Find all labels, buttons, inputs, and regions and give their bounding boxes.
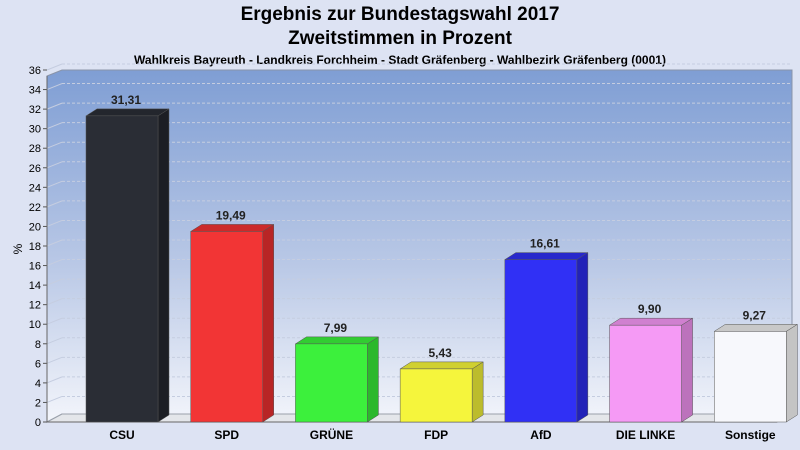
y-tick-label: 8 — [35, 339, 41, 351]
gridline-side — [46, 356, 63, 364]
bar — [85, 115, 159, 423]
gridline-side — [46, 200, 63, 208]
y-tick-label: 2 — [35, 397, 41, 409]
bar — [190, 231, 263, 423]
gridline-side — [46, 239, 63, 247]
y-tick-label: 16 — [29, 261, 41, 273]
y-tick-label: 14 — [29, 280, 41, 292]
data-label: 9,27 — [743, 308, 767, 322]
y-tick-label: 24 — [29, 182, 41, 194]
bar — [295, 343, 368, 423]
y-tick-label: 30 — [29, 124, 41, 136]
y-tick-label: 6 — [35, 358, 41, 370]
y-tick-label: 32 — [29, 104, 41, 116]
bar-side — [367, 336, 379, 423]
y-tick-label: 36 — [29, 65, 41, 77]
y-tick-label: 22 — [29, 202, 41, 214]
data-label: 16,61 — [530, 237, 560, 251]
gridline-side — [46, 180, 63, 188]
bar-top — [503, 252, 589, 260]
bar — [399, 368, 473, 423]
bar-side — [471, 361, 484, 423]
data-label: 31,31 — [111, 93, 141, 107]
data-label: 7,99 — [324, 321, 348, 335]
bar-side — [681, 317, 693, 423]
gridline-side — [46, 395, 63, 403]
bar-top — [608, 317, 694, 326]
data-label: 9,90 — [638, 302, 662, 316]
gridline-side — [46, 278, 63, 286]
bar — [504, 259, 578, 423]
bar-side — [157, 108, 170, 423]
gridline-side — [46, 337, 63, 345]
data-label: 19,49 — [216, 208, 246, 222]
bar — [714, 331, 787, 423]
x-tick-label: Sonstige — [725, 428, 776, 442]
bar-side — [262, 223, 274, 423]
y-axis-label: % — [11, 243, 25, 254]
x-tick-label: SPD — [214, 428, 239, 442]
gridline-side — [46, 141, 63, 149]
bar-top — [189, 224, 275, 232]
bar-top — [294, 336, 380, 345]
x-tick-label: GRÜNE — [310, 427, 353, 442]
gridline-side — [46, 63, 63, 71]
gridline-side — [46, 102, 63, 110]
y-tick-label: 28 — [29, 143, 41, 155]
y-tick-label: 34 — [29, 85, 41, 97]
y-tick-label: 12 — [29, 300, 41, 312]
y-tick-label: 26 — [29, 163, 41, 175]
y-tick-label: 0 — [35, 417, 41, 429]
x-tick-label: DIE LINKE — [616, 428, 675, 442]
gridline-side — [46, 122, 63, 130]
data-label: 5,43 — [428, 346, 452, 360]
bar-top — [399, 361, 485, 370]
gridline-side — [46, 298, 63, 306]
y-tick-label: 4 — [35, 378, 41, 390]
bar — [609, 324, 682, 423]
gridline-side — [46, 259, 63, 267]
chart-title: Ergebnis zur Bundestagswahl 2017 — [240, 4, 560, 25]
y-tick-label: 10 — [29, 319, 41, 331]
gridline-side — [46, 376, 63, 384]
gridline-side — [46, 161, 63, 169]
bar-top — [713, 324, 799, 332]
y-tick-label: 18 — [29, 241, 41, 253]
x-tick-label: AfD — [530, 428, 552, 442]
bar-top — [85, 108, 170, 117]
gridline-side — [46, 219, 63, 227]
x-tick-label: FDP — [424, 428, 448, 442]
bar-side — [576, 252, 589, 423]
x-tick-label: CSU — [109, 428, 134, 442]
gridline-side — [46, 317, 63, 325]
gridline-side — [46, 83, 63, 91]
bar-side — [786, 323, 798, 423]
chart-title-line2: Zweitstimmen in Prozent — [288, 28, 512, 49]
y-tick-label: 20 — [29, 221, 41, 233]
